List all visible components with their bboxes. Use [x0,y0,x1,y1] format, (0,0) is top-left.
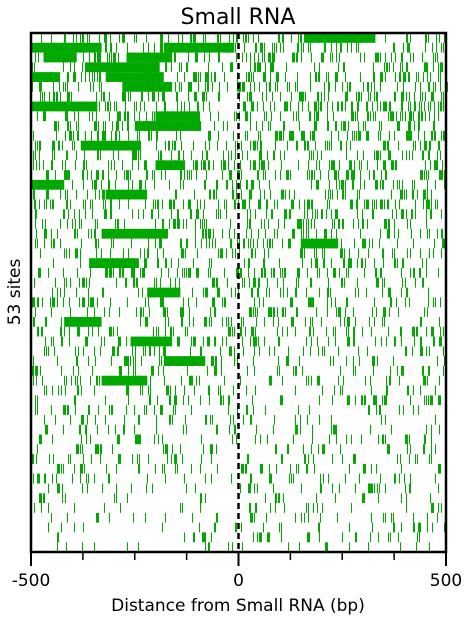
x-tick-label: 0 [233,571,244,591]
heatmap-dense-block [89,258,139,269]
heatmap-row [34,199,438,210]
heatmap-dense-block [105,189,148,200]
heatmap-row [33,72,441,82]
heatmap-row [44,414,436,425]
heatmap-row [54,121,435,131]
heatmap-dense-block [31,101,98,112]
x-tick-label: -500 [12,571,51,591]
heatmap-row [33,179,445,190]
heatmap-row [33,473,447,484]
heatmap-dense-block [31,42,102,53]
heatmap-row [38,268,439,278]
heatmap-row [33,375,440,386]
heatmap-row [53,258,427,269]
heatmap-row [39,493,431,504]
heatmap-dense-block [155,111,197,122]
heatmap-row [33,189,432,200]
heatmap-row [37,326,444,337]
heatmap-rows [31,33,448,552]
heatmap-row [33,160,443,171]
y-axis-label: 53 sites [5,259,25,326]
heatmap-dense-block [64,316,102,327]
heatmap-dense-block [105,72,164,82]
heatmap-dense-block [163,356,206,366]
heatmap-row [34,277,424,288]
heatmap-row [37,111,439,122]
heatmap-row [40,248,442,259]
heatmap-row [31,287,446,298]
x-axis-label: Distance from Small RNA (bp) [111,596,365,616]
heatmap-row [31,219,427,229]
heatmap-row [45,424,440,435]
heatmap-dense-block [134,121,202,131]
heatmap-row [35,52,438,63]
heatmap-row [48,522,445,533]
heatmap-row [51,512,438,523]
heatmap-row [57,463,441,474]
heatmap-row [31,42,444,53]
heatmap-row [37,444,436,455]
heatmap-row [35,405,419,415]
heatmap-dense-block [101,375,148,386]
heatmap-dense-block [80,140,139,151]
heatmap-row [35,209,442,220]
heatmap-row [35,307,428,317]
heatmap-dense-block [31,72,61,82]
x-tick-label: 500 [430,571,462,591]
heatmap-dense-block [130,336,173,347]
heatmap-dense-block [163,42,235,53]
heatmap-row [48,483,439,494]
heatmap-row [31,336,442,347]
heatmap-row [33,130,445,141]
heatmap-row [44,385,436,396]
x-axis-ticks: -500 0 500 [12,552,462,591]
heatmap-row [40,91,444,102]
heatmap-row [32,81,448,92]
chart-title: Small RNA [181,5,296,30]
heatmap-dense-block [101,228,168,239]
heatmap-dense-block [300,238,339,249]
heatmap-row [34,503,442,513]
heatmap-row [57,542,430,552]
heatmap-row [40,101,444,112]
heatmap-dense-block [126,52,173,63]
heatmap-row [31,454,432,464]
heatmap-dense-block [304,33,376,43]
heatmap-row [33,150,441,161]
heatmap-row [32,297,441,308]
heatmap-dense-block [85,62,160,73]
heatmap-row [32,365,444,376]
heatmap-row [39,434,432,445]
heatmap-row [31,346,446,357]
heatmap-dense-block [31,179,65,190]
heatmap-dense-block [155,160,185,171]
heatmap-dense-block [122,81,173,92]
heatmap-row [35,395,441,406]
heatmap-dense-block [147,287,181,298]
heatmap-dense-block [43,52,77,63]
heatmap-row [35,238,445,249]
heatmap-row [46,170,446,180]
